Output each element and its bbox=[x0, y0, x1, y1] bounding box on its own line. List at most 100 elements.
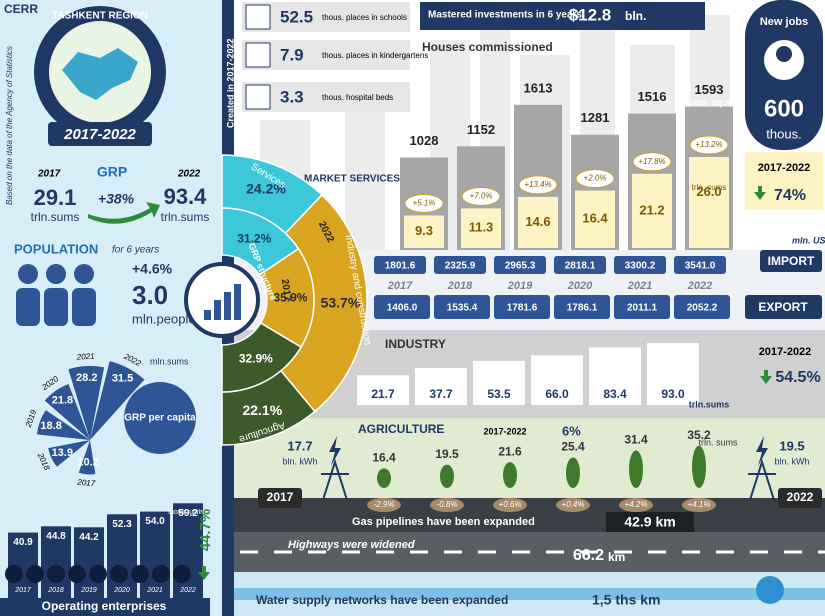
agriculture-change: 6% bbox=[562, 423, 581, 438]
capita-wedge bbox=[48, 440, 90, 467]
market-unit: trln. sums bbox=[692, 183, 727, 192]
plant bbox=[377, 468, 391, 488]
agriculture-value: 31.4 bbox=[624, 432, 648, 446]
capita-wedge bbox=[44, 384, 90, 440]
structure-icon bbox=[184, 262, 260, 338]
factory bbox=[415, 368, 467, 405]
capita-value: 31.5 bbox=[112, 373, 133, 385]
market-label: MARKET SERVICES bbox=[304, 174, 400, 185]
industry-value: 21.7 bbox=[371, 387, 395, 401]
enterprise-bar bbox=[107, 514, 137, 598]
industry-label: INDUSTRY bbox=[385, 337, 446, 351]
years-badge-text: 2017-2022 bbox=[63, 126, 136, 143]
industry-value: 83.4 bbox=[603, 387, 627, 401]
grp-year: 2017 bbox=[37, 169, 61, 180]
industry-value: 93.0 bbox=[661, 387, 685, 401]
agriculture-value: 21.6 bbox=[498, 444, 522, 458]
logo: CERR bbox=[4, 2, 38, 16]
highway-text: Highways were widened bbox=[288, 539, 415, 551]
market-box bbox=[689, 157, 729, 248]
export-value: 1406.0 bbox=[387, 303, 418, 314]
houses-label: Houses commissioned bbox=[422, 40, 553, 54]
gas-value-box bbox=[606, 512, 694, 532]
enterprise-change: 44.7% bbox=[197, 509, 214, 552]
enterprise-value: 40.9 bbox=[13, 537, 33, 548]
lightning bbox=[329, 436, 341, 466]
houses-value: 1593 bbox=[695, 82, 724, 97]
market-value: 14.6 bbox=[525, 214, 550, 229]
population-period: for 6 years bbox=[112, 245, 159, 256]
agriculture-growth: -0.8% bbox=[437, 500, 458, 509]
energy-value: 17.7 bbox=[287, 438, 312, 453]
industry-value: 66.0 bbox=[545, 387, 569, 401]
plant bbox=[440, 464, 454, 488]
grp-arrow bbox=[88, 202, 160, 224]
gas-value: 42.9 km bbox=[624, 514, 675, 530]
lightning bbox=[756, 436, 768, 466]
import-truck bbox=[434, 256, 486, 274]
growth-badge bbox=[404, 193, 444, 213]
year-sign-text: 2017 bbox=[267, 490, 294, 504]
energy-unit: bln. kWh bbox=[282, 456, 317, 466]
crowd-head bbox=[26, 565, 44, 583]
factory bbox=[531, 355, 583, 405]
structure-segment bbox=[221, 322, 303, 393]
agriculture-growth: +4.1% bbox=[688, 500, 711, 509]
enterprise-value: 44.2 bbox=[79, 532, 99, 543]
created-label: Created in 2017-2022 bbox=[225, 38, 235, 128]
power-tower bbox=[321, 458, 349, 501]
import-value: 2325.9 bbox=[445, 261, 476, 272]
highway-value: 66.2 bbox=[573, 547, 604, 564]
market-box bbox=[632, 173, 672, 248]
investment-box bbox=[420, 2, 705, 30]
jobs-value: 600 bbox=[764, 95, 804, 122]
source-note: Based on the data of the Agency of Stati… bbox=[5, 46, 14, 205]
plant bbox=[503, 462, 517, 489]
grp-change: +38% bbox=[98, 191, 135, 207]
jobs-change: 74% bbox=[774, 187, 806, 204]
agriculture-label: AGRICULTURE bbox=[358, 422, 444, 436]
crowd-head bbox=[173, 565, 191, 583]
capita-unit: mln.sums bbox=[150, 356, 189, 366]
grp-value: 29.1 bbox=[34, 185, 77, 210]
market-box bbox=[518, 196, 558, 248]
houses-value: 1613 bbox=[524, 80, 553, 95]
trade-year: 2022 bbox=[687, 280, 712, 292]
enterprise-arrow bbox=[198, 566, 210, 580]
growth-badge bbox=[518, 175, 558, 195]
enterprise-year: 2021 bbox=[146, 587, 163, 594]
enterprise-year: 2019 bbox=[80, 587, 97, 594]
growth-oval bbox=[556, 498, 590, 512]
agriculture-growth: -2.9% bbox=[374, 500, 395, 509]
jobs-period-box bbox=[745, 152, 823, 210]
capita-value: 21.8 bbox=[52, 395, 73, 407]
import-truck bbox=[614, 256, 666, 274]
growth-oval bbox=[682, 498, 716, 512]
person-body bbox=[72, 288, 96, 326]
factory bbox=[647, 343, 699, 405]
export-wagon bbox=[674, 295, 730, 319]
stat-value: 52.5 bbox=[280, 7, 313, 26]
highway-unit: km bbox=[608, 550, 625, 564]
jobs-unit: thous. bbox=[766, 126, 801, 141]
growth-badge bbox=[461, 186, 501, 206]
person-body bbox=[44, 288, 68, 326]
grp-label: GRP bbox=[97, 164, 127, 180]
crowd-head bbox=[47, 565, 65, 583]
export-value: 2011.1 bbox=[627, 303, 657, 314]
market-box bbox=[461, 208, 501, 248]
year-sign-text: 2022 bbox=[787, 490, 814, 504]
houses-value: 1028 bbox=[410, 133, 439, 148]
enterprise-strip bbox=[0, 598, 210, 616]
market-growth: +2.0% bbox=[584, 174, 607, 183]
icon-bar bbox=[234, 284, 241, 320]
capita-year: 2017 bbox=[76, 478, 96, 489]
plant bbox=[629, 450, 643, 488]
export-wagon bbox=[614, 295, 670, 319]
export-tag bbox=[745, 295, 822, 319]
market-growth: +13.4% bbox=[524, 180, 551, 189]
agriculture-growth: +0.4% bbox=[562, 500, 585, 509]
growth-oval bbox=[493, 498, 527, 512]
population-unit: mln.people bbox=[132, 311, 196, 326]
capita-wedge bbox=[90, 361, 145, 440]
